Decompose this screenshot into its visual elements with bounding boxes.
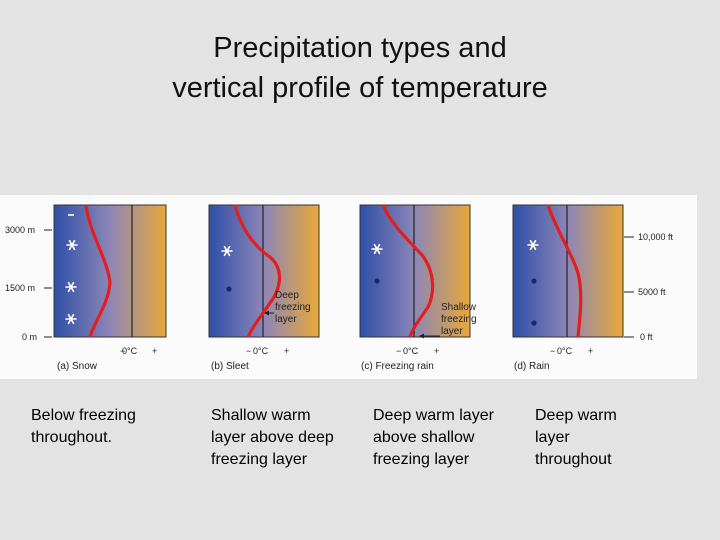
- precipitation-diagram: 3000 m 1500 m 0 m − 0°C + (a) Snow: [0, 195, 697, 379]
- axis-zero-label: 0°C: [403, 346, 419, 356]
- temperature-profile-line: [381, 204, 435, 338]
- slide-title: Precipitation types and vertical profile…: [0, 28, 720, 108]
- raindrop-icon: [531, 278, 537, 284]
- caption-sleet: Shallow warm layer above deep freezing l…: [211, 407, 334, 468]
- title-line-1: Precipitation types and: [213, 32, 507, 64]
- temperature-background: [208, 204, 320, 338]
- axis-minus: −: [550, 346, 555, 356]
- height-axis-meters: 3000 m 1500 m 0 m: [5, 225, 52, 342]
- tick-1500m: 1500 m: [5, 283, 35, 293]
- panel-sleet: Deep freezing layer − 0°C + (b) Sleet: [208, 204, 320, 372]
- tick-0m: 0 m: [22, 332, 37, 342]
- annotation-line-1: Shallow: [441, 302, 477, 313]
- arrowhead-icon: [419, 333, 424, 339]
- temperature-background: [512, 204, 624, 338]
- raindrop-icon: [531, 320, 537, 326]
- annotation-line-2: freezing: [275, 302, 311, 313]
- temperature-profile-line: [233, 204, 281, 338]
- axis-zero-label: 0°C: [557, 346, 573, 356]
- temperature-profile-line: [546, 204, 583, 338]
- axis-minus: −: [120, 346, 125, 356]
- temperature-background: [359, 204, 471, 338]
- annotation-line-3: layer: [441, 326, 463, 337]
- annotation-line-3: layer: [275, 314, 297, 325]
- tick-10000ft: 10,000 ft: [638, 232, 674, 242]
- tick-0ft: 0 ft: [640, 332, 653, 342]
- arrowhead-icon: [264, 310, 269, 316]
- axis-zero-label: 0°C: [253, 346, 269, 356]
- caption-snow: Below freezing throughout.: [31, 407, 136, 446]
- panel-label-rain: (d) Rain: [514, 361, 550, 372]
- panel-label-freezing-rain: (c) Freezing rain: [361, 361, 434, 372]
- panel-rain: − 0°C + (d) Rain: [512, 204, 624, 372]
- axis-plus: +: [284, 346, 289, 356]
- axis-minus: −: [246, 346, 251, 356]
- panel-snow: − 0°C + (a) Snow: [53, 204, 167, 372]
- title-line-2: vertical profile of temperature: [172, 72, 548, 104]
- caption-rain: Deep warm layer throughout: [535, 407, 617, 468]
- annotation-line-1: Deep: [275, 290, 299, 301]
- tick-5000ft: 5000 ft: [638, 287, 666, 297]
- tick-3000m: 3000 m: [5, 225, 35, 235]
- axis-plus: +: [588, 346, 593, 356]
- axis-plus: +: [152, 346, 157, 356]
- panel-label-sleet: (b) Sleet: [211, 361, 249, 372]
- annotation-line-2: freezing: [441, 314, 477, 325]
- caption-freezing-rain: Deep warm layer above shallow freezing l…: [373, 407, 494, 468]
- raindrop-icon: [374, 278, 380, 284]
- temperature-profile-line: [84, 204, 112, 338]
- panel-freezing-rain: Shallow freezing layer − 0°C + (c) Freez…: [359, 204, 477, 372]
- axis-plus: +: [434, 346, 439, 356]
- height-axis-feet: 10,000 ft 5000 ft 0 ft: [624, 232, 674, 342]
- axis-zero-label: 0°C: [122, 346, 138, 356]
- sleet-pellet-icon: [226, 286, 232, 292]
- panel-label-snow: (a) Snow: [57, 361, 98, 372]
- axis-minus: −: [396, 346, 401, 356]
